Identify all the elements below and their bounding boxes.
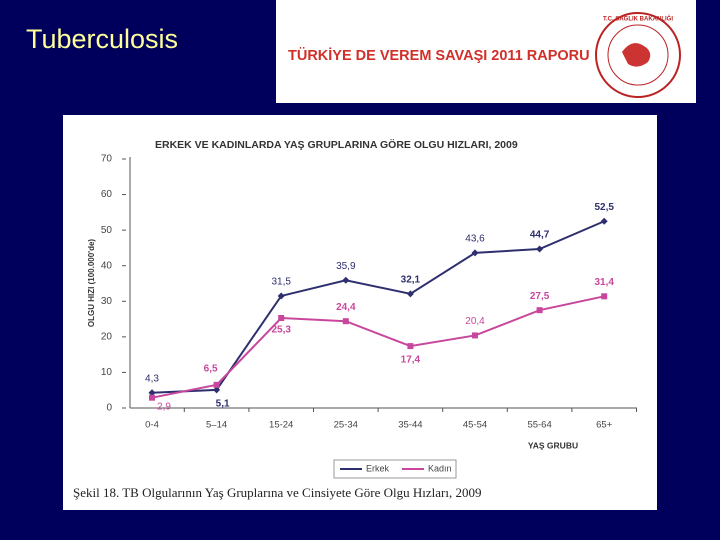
chart-panel [63, 115, 657, 510]
point [278, 315, 285, 322]
x-tick-label: 55-64 [527, 420, 551, 431]
point [342, 318, 349, 325]
value-label: 44,7 [530, 230, 550, 241]
legend-label: Kadın [428, 463, 452, 473]
point [213, 381, 220, 388]
value-label: 52,5 [594, 202, 614, 213]
value-label: 31,4 [594, 277, 614, 288]
value-label: 20,4 [465, 316, 485, 327]
value-label: 24,4 [336, 302, 356, 313]
point [148, 389, 156, 397]
point [601, 293, 608, 300]
value-label: 32,1 [401, 274, 421, 285]
y-tick-label: 50 [101, 225, 113, 236]
legend-label: Erkek [366, 463, 390, 473]
value-label: 4,3 [145, 373, 159, 384]
y-tick-label: 70 [101, 154, 113, 165]
value-label: 17,4 [401, 355, 421, 366]
value-label: 5,1 [216, 398, 230, 409]
value-label: 25,3 [271, 325, 291, 336]
x-tick-label: 25-34 [334, 420, 358, 431]
y-axis-label: OLGU HIZI (100.000'de) [87, 239, 96, 327]
y-tick-label: 60 [101, 189, 113, 200]
point [407, 343, 414, 350]
x-tick-label: 15-24 [269, 420, 293, 431]
value-label: 27,5 [530, 291, 550, 302]
value-label: 35,9 [336, 261, 356, 272]
banner-title: TÜRKİYE DE VEREM SAVAŞI 2011 RAPORU [288, 47, 590, 64]
x-tick-label: 35-44 [398, 420, 422, 431]
value-label: 2,9 [157, 401, 171, 412]
y-tick-label: 0 [106, 403, 112, 414]
x-axis-label: YAŞ GRUBU [528, 440, 578, 450]
point [472, 332, 478, 339]
caption: Şekil 18. TB Olgularının Yaş Gruplarına … [73, 485, 481, 500]
point [342, 276, 350, 284]
x-tick-label: 0-4 [145, 420, 159, 431]
x-tick-label: 5–14 [206, 420, 227, 431]
point [536, 245, 544, 253]
value-label: 31,5 [271, 277, 291, 288]
point [213, 386, 221, 394]
point [471, 249, 479, 257]
value-label: 6,5 [204, 364, 218, 375]
point [277, 292, 285, 300]
logo-emblem [622, 43, 651, 67]
series-line [151, 295, 605, 399]
y-tick-label: 40 [101, 260, 113, 271]
value-label: 43,6 [465, 234, 485, 245]
y-tick-label: 30 [101, 296, 113, 307]
x-tick-label: 45-54 [463, 420, 487, 431]
slide-title: Tuberculosis [26, 24, 178, 54]
logo-ring [607, 24, 669, 86]
x-tick-label: 65+ [596, 420, 613, 431]
point [406, 290, 414, 298]
logo-text: T.C. SAĞLIK BAKANLIĞI [603, 15, 673, 23]
y-tick-label: 20 [101, 331, 113, 342]
point [149, 394, 155, 401]
point [536, 307, 543, 314]
chart-title: ERKEK VE KADINLARDA YAŞ GRUPLARINA GÖRE … [155, 138, 518, 151]
legend-box [333, 459, 457, 479]
y-tick-label: 10 [101, 367, 113, 378]
point [600, 217, 608, 225]
